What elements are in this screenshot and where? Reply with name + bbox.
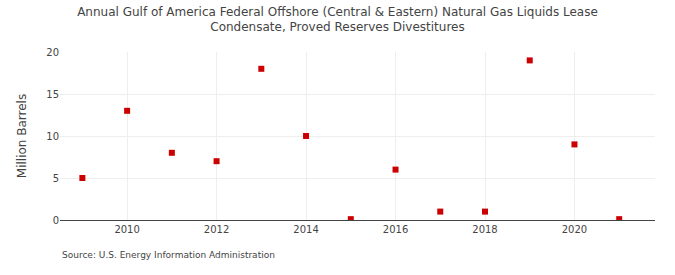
svg-text:2014: 2014 — [293, 224, 318, 235]
svg-text:Source: U.S. Energy Informatio: Source: U.S. Energy Information Administ… — [62, 250, 275, 260]
svg-text:2012: 2012 — [204, 224, 229, 235]
svg-text:2010: 2010 — [114, 224, 139, 235]
svg-text:2016: 2016 — [383, 224, 408, 235]
svg-text:Annual Gulf of America Federal: Annual Gulf of America Federal Offshore … — [77, 5, 598, 35]
svg-text:2020: 2020 — [562, 224, 587, 235]
svg-text:10: 10 — [46, 131, 59, 142]
svg-text:Million Barrels: Million Barrels — [15, 94, 29, 178]
svg-text:5: 5 — [53, 173, 59, 184]
svg-text:0: 0 — [53, 215, 59, 226]
svg-text:15: 15 — [46, 89, 59, 100]
svg-text:2018: 2018 — [472, 224, 497, 235]
svg-text:20: 20 — [46, 47, 59, 58]
